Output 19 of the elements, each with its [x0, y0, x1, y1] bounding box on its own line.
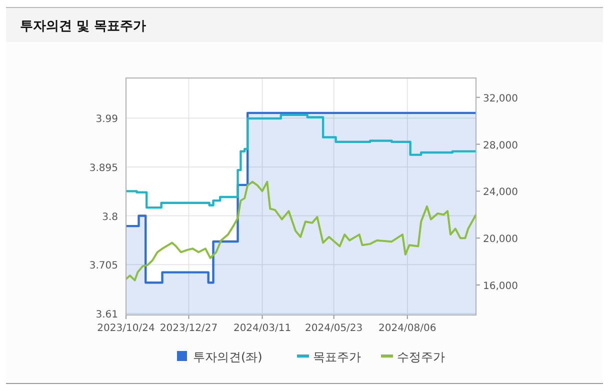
y2-tick-label: 24,000	[483, 187, 518, 198]
y2-tick-label: 16,000	[483, 280, 518, 292]
y2-tick-label: 20,000	[483, 234, 518, 246]
x-tick-label: 2023/10/24	[97, 323, 155, 334]
legend-label: 수정주가	[397, 350, 445, 364]
x-tick-label: 2023/12/27	[160, 323, 218, 334]
y2-tick-label: 32,000	[483, 93, 518, 104]
x-tick-label: 2024/03/11	[233, 323, 292, 334]
y-tick-label: 3.8	[102, 212, 118, 223]
y-tick-label: 3.895	[89, 162, 118, 174]
title: 투자의견 및 목표주가	[20, 19, 146, 34]
legend-label: 목표주가	[313, 350, 361, 364]
y-tick-label: 3.61	[96, 309, 118, 320]
x-tick-label: 2024/05/23	[305, 323, 363, 334]
y-tick-label: 3.705	[89, 260, 118, 272]
x-tick-label: 2024/08/06	[378, 323, 436, 334]
y-tick-label: 3.99	[96, 114, 118, 126]
legend-label: 투자의견(좌)	[193, 350, 262, 364]
y2-tick-label: 28,000	[483, 140, 518, 152]
